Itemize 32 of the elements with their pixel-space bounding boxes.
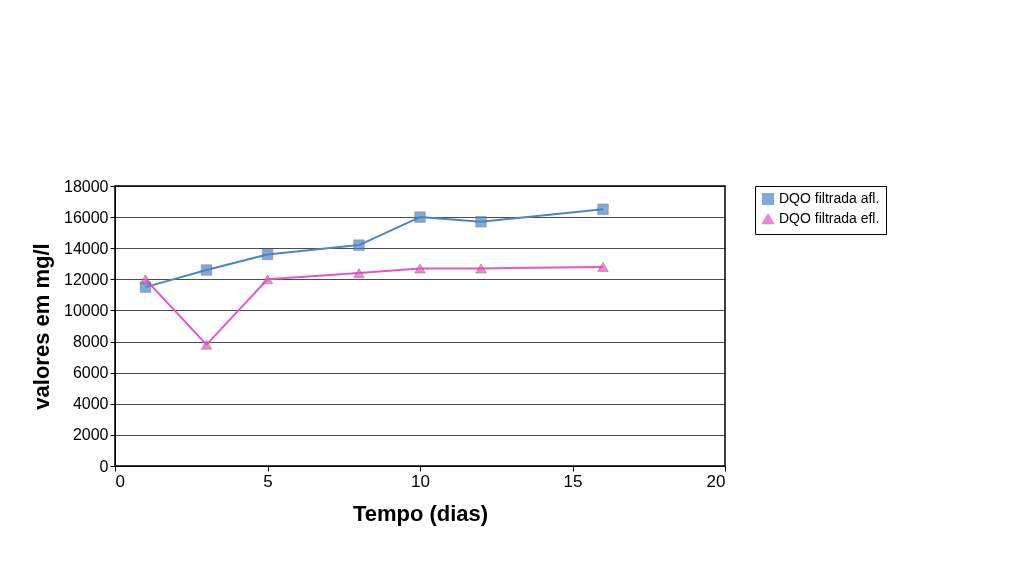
point [353,239,365,251]
legend-label: DQO filtrada efl. [779,210,880,226]
x-tick-label: 15 [563,471,583,491]
y-tick-label: 0 [99,457,109,475]
point [475,216,487,228]
point [353,268,365,278]
x-tick-label: 0 [115,471,125,491]
y-tick-label: 2000 [72,426,109,444]
point [414,211,426,223]
point [597,203,609,215]
y-tick-label: 10000 [64,301,109,319]
y-tick-label: 4000 [72,395,109,413]
x-tick-label: 10 [411,471,430,491]
y-axis-title: valores em mg/l [29,243,55,410]
y-tick-label: 8000 [72,333,109,351]
y-tick-label: 18000 [64,177,109,195]
point [261,274,274,285]
point [200,264,213,276]
point [139,274,152,285]
point [414,263,426,274]
point [475,263,487,274]
x-tick-label: 20 [706,471,726,491]
y-tick-label: 12000 [64,270,109,288]
point [200,339,213,350]
legend-label: DQO filtrada afl. [779,190,880,206]
y-tick-label: 16000 [64,208,109,226]
point [261,248,274,260]
point [597,262,609,272]
y-tick-label: 14000 [64,239,109,257]
x-axis-title: Tempo (dias) [352,500,489,526]
y-tick-label: 6000 [72,364,109,382]
x-tick-label: 5 [263,471,273,491]
